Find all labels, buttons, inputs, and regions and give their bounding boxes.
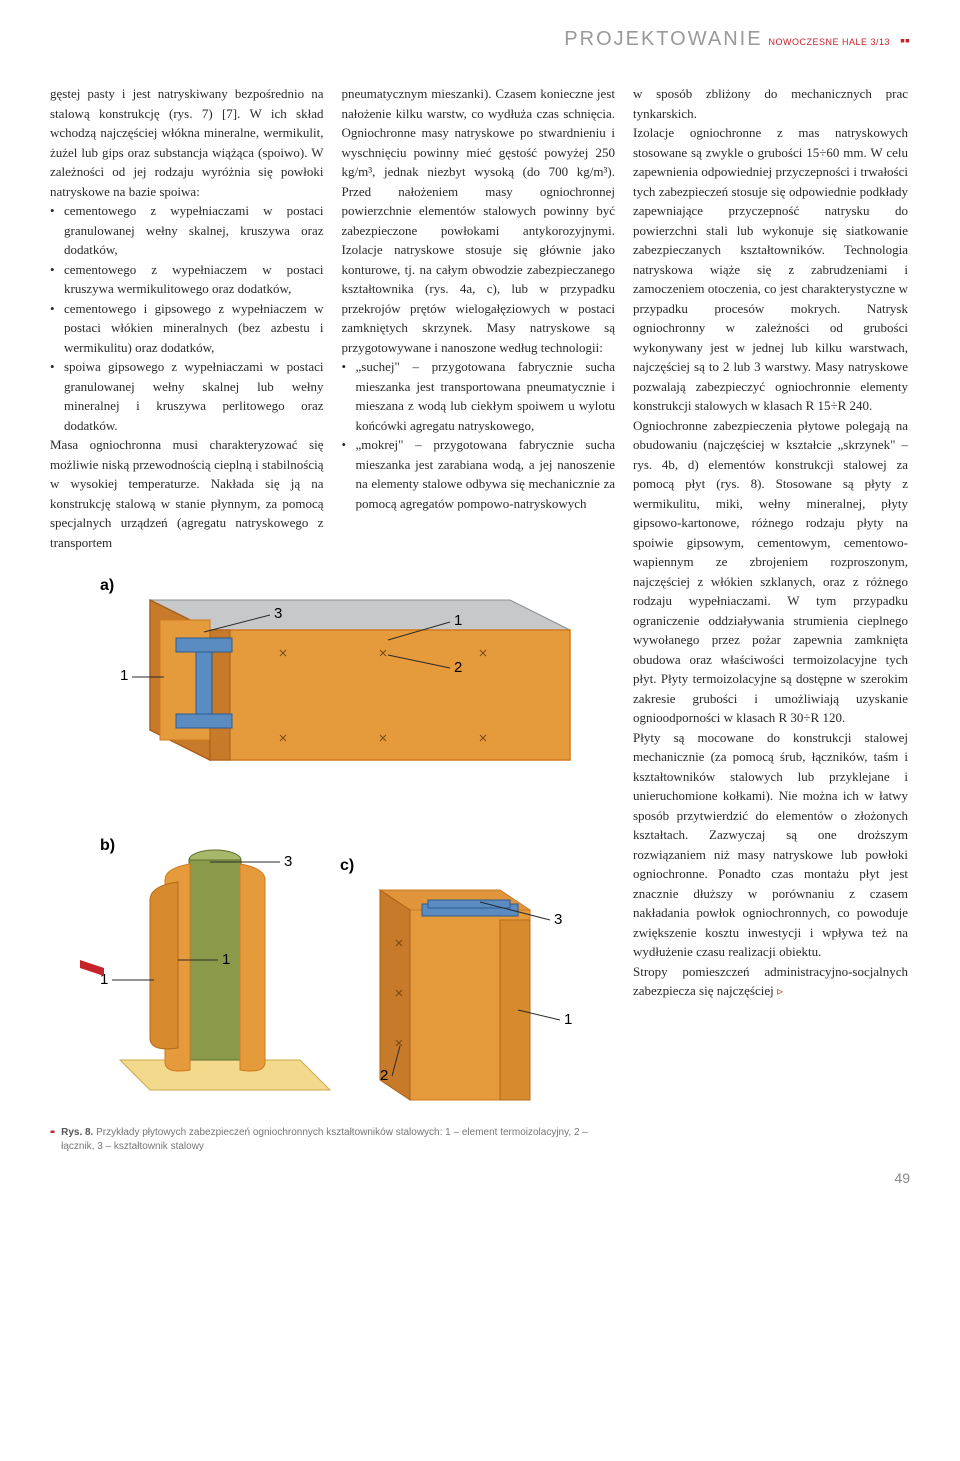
figure-caption: Rys. 8. Przykłady płytowych zabezpieczeń… (61, 1126, 615, 1154)
body-text: Masa ogniochronna musi charakteryzować s… (50, 435, 324, 552)
column-2: pneumatycznym mieszanki). Czasem koniecz… (342, 84, 616, 552)
figure-8: a) (50, 560, 615, 1154)
figure-caption-row: ▪▪ Rys. 8. Przykłady płytowych zabezpiec… (50, 1126, 615, 1154)
column-1: gęstej pasty i jest natryskiwany bezpośr… (50, 84, 324, 552)
fig-num: 2 (380, 1067, 388, 1084)
list-item: „suchej" – przygotowana fabrycznie sucha… (342, 357, 616, 435)
fig-num: 3 (284, 853, 292, 870)
list-item: cementowego z wypełniaczami w postaci gr… (50, 201, 324, 260)
continue-arrow-icon: ▹ (777, 984, 783, 998)
body-text: pneumatycznym mieszanki). Czasem koniecz… (342, 84, 616, 357)
figure-svg: a) (50, 560, 615, 1120)
list-item: cementowego z wypełniaczem w postaci kru… (50, 260, 324, 299)
caption-marker-icon: ▪▪ (50, 1126, 53, 1140)
column-3: w sposób zbliżony do mechanicznych prac … (633, 84, 908, 1154)
list-item: „mokrej" – przygotowana fabrycznie sucha… (342, 435, 616, 513)
fig-label-a: a) (100, 577, 114, 594)
body-text: Płyty są mocowane do konstrukcji stalowe… (633, 728, 908, 962)
body-text: Izolacje ogniochronne z mas natryskowych… (633, 123, 908, 416)
fig-label-b: b) (100, 837, 115, 854)
body-text: Stropy pomieszczeń administracyjno-socja… (633, 962, 908, 1001)
bullet-list: „suchej" – przygotowana fabrycznie sucha… (342, 357, 616, 513)
fig-label-c: c) (340, 857, 354, 874)
fig-num: 2 (454, 659, 462, 676)
list-item: spoiwa gipsowego z wypełniaczami w posta… (50, 357, 324, 435)
fig-num: 1 (564, 1011, 572, 1028)
body-text: gęstej pasty i jest natryskiwany bezpośr… (50, 84, 324, 201)
caption-text: Przykłady płytowych zabezpieczeń ognioch… (61, 1127, 588, 1152)
page-number: 49 (50, 1168, 910, 1189)
fig-num: 3 (554, 911, 562, 928)
bullet-list: cementowego z wypełniaczami w postaci gr… (50, 201, 324, 435)
issue-label: NOWOCZESNE HALE 3/13 (769, 36, 891, 50)
list-item: cementowego i gipsowego z wypełniaczem w… (50, 299, 324, 358)
page-header: PROJEKTOWANIE NOWOCZESNE HALE 3/13 ▪▪ (50, 24, 910, 54)
caption-prefix: Rys. 8. (61, 1127, 93, 1138)
section-title: PROJEKTOWANIE (564, 24, 762, 54)
body-text: Ogniochronne zabezpieczenia płytowe pole… (633, 416, 908, 728)
body-text: w sposób zbliżony do mechanicznych prac … (633, 84, 908, 123)
fig-num: 1 (120, 667, 128, 684)
fig-num: 3 (274, 605, 282, 622)
fig-num: 1 (454, 612, 462, 629)
arrow-icon (80, 960, 104, 976)
brand-icon: ▪▪ (900, 31, 910, 52)
fig-num: 1 (222, 951, 230, 968)
